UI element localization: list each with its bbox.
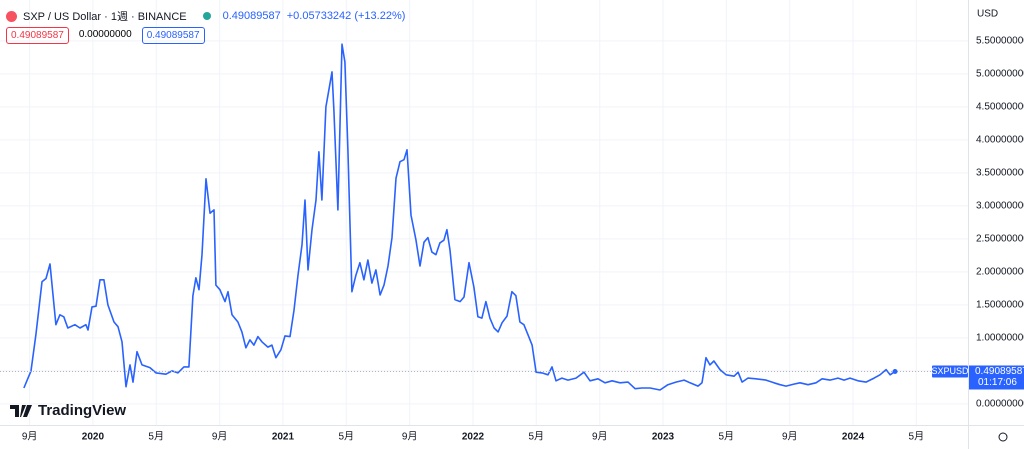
x-tick-label: 9月 xyxy=(402,431,418,443)
price-tag xyxy=(969,365,1024,390)
y-tick-label: 4.50000000 xyxy=(976,102,1024,113)
y-tick-label: 1.50000000 xyxy=(976,300,1024,311)
buy-box[interactable]: 0.49089587 xyxy=(141,27,205,44)
y-tick-label: 3.00000000 xyxy=(976,201,1024,212)
x-tick-label: 2021 xyxy=(272,432,295,443)
x-tick-label: 2020 xyxy=(82,432,105,443)
y-tick-label: 2.00000000 xyxy=(976,267,1024,278)
y-tick-label: 0.00000000 xyxy=(976,399,1024,410)
ohlc-boxes: 0.49089587 0.00000000 0.49089587 xyxy=(6,27,205,44)
x-tick-label: 9月 xyxy=(22,431,38,443)
last-point xyxy=(892,368,898,374)
x-tick-label: 5月 xyxy=(338,431,354,443)
settings-icon[interactable] xyxy=(998,432,1008,442)
countdown-text: 01:17:06 xyxy=(978,377,1017,388)
logo[interactable]: TradingView xyxy=(10,402,126,419)
header: SXP / US Dollar · 1週 · BINANCE 0.4908958… xyxy=(6,8,405,24)
y-tick-label: 1.00000000 xyxy=(976,333,1024,344)
logo-mark xyxy=(10,404,32,417)
y-tick-label: 4.00000000 xyxy=(976,135,1024,146)
symbol-icon xyxy=(6,10,17,22)
x-tick-label: 2022 xyxy=(462,432,485,443)
x-tick-label: 9月 xyxy=(212,431,228,443)
x-tick-label: 9月 xyxy=(782,431,798,443)
currency-label: USD xyxy=(977,9,998,20)
y-tick-label: 2.50000000 xyxy=(976,234,1024,245)
y-tick-label: 5.50000000 xyxy=(976,36,1024,47)
market-status xyxy=(202,12,211,20)
x-tick-label: 5月 xyxy=(148,431,164,443)
x-tick-label: 5月 xyxy=(528,431,544,443)
price-change: +0.05733242 (+13.22%) xyxy=(286,10,406,22)
y-tick-label: 3.50000000 xyxy=(976,168,1024,179)
spread-box: 0.00000000 xyxy=(78,29,132,40)
x-tick-label: 2023 xyxy=(652,432,675,443)
symbol-title[interactable]: SXP / US Dollar · 1週 · BINANCE xyxy=(23,11,187,23)
symbol-tag-text: SXPUSD xyxy=(931,366,969,376)
x-tick-label: 5月 xyxy=(719,431,735,443)
sell-box[interactable]: 0.49089587 xyxy=(6,27,69,44)
logo-text: TradingView xyxy=(38,402,127,419)
last-price: 0.49089587 xyxy=(222,10,281,22)
price-tag-text: 0.49089587 xyxy=(975,366,1024,377)
price-line xyxy=(23,43,896,391)
x-tick-label: 2024 xyxy=(842,432,865,443)
x-tick-label: 9月 xyxy=(592,431,608,443)
y-tick-label: 5.00000000 xyxy=(976,69,1024,80)
x-tick-label: 5月 xyxy=(909,431,925,443)
symbol-tag xyxy=(932,365,968,378)
